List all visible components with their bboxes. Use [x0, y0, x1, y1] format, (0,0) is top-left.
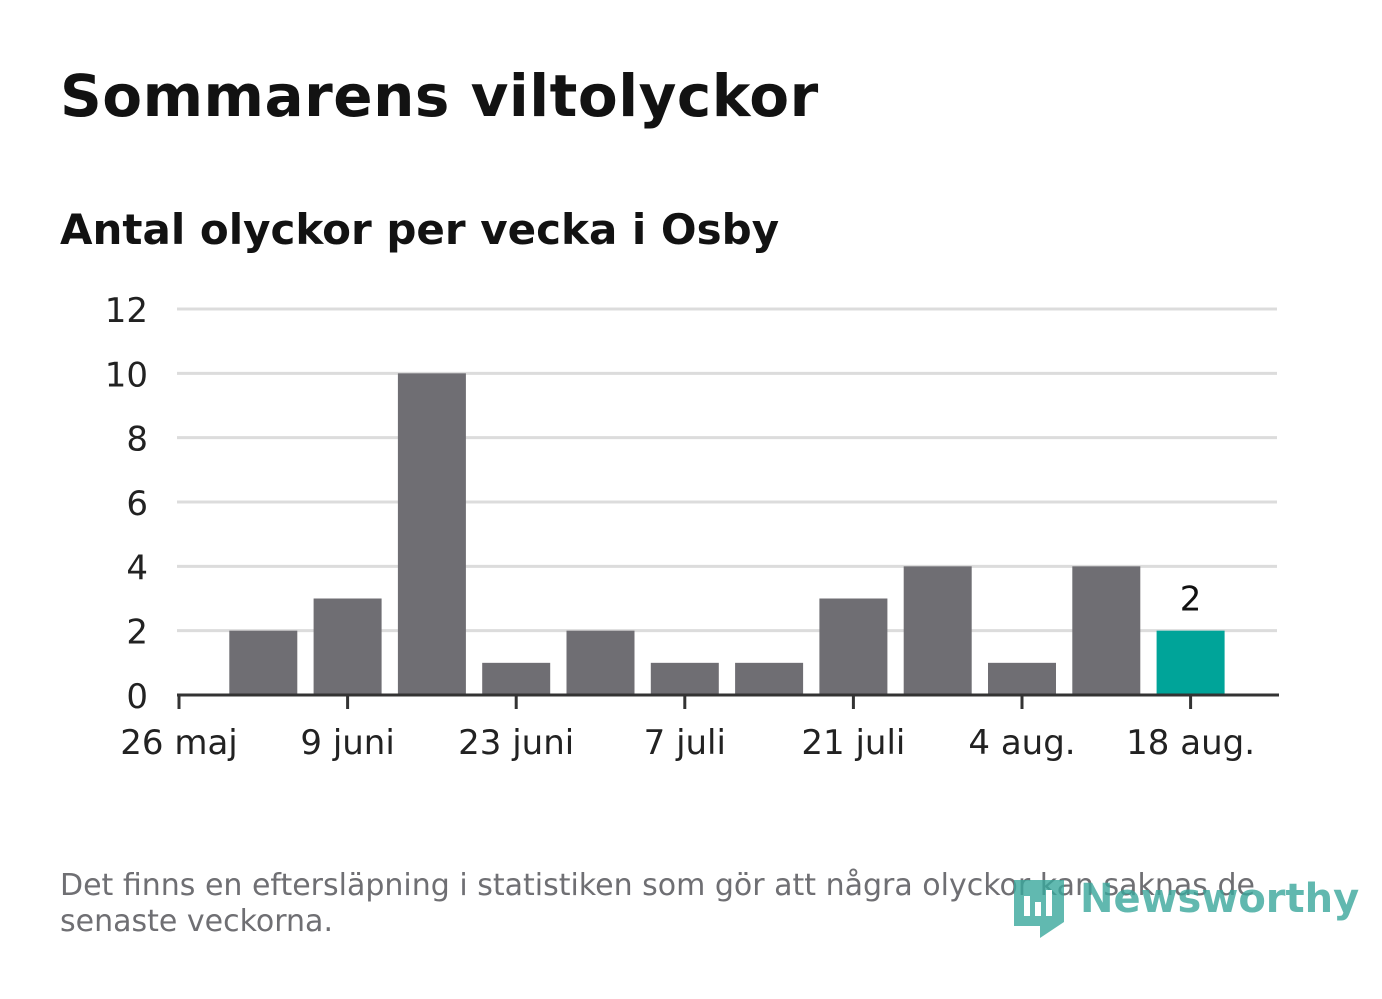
bar — [482, 662, 551, 695]
bar — [229, 630, 298, 695]
y-tick-label: 4 — [126, 548, 148, 588]
x-tick-label: 9 juni — [300, 723, 394, 763]
y-tick-label: 0 — [126, 677, 148, 717]
bar — [903, 566, 972, 695]
x-tick-label: 4 aug. — [968, 723, 1075, 763]
bar — [566, 630, 635, 695]
x-tick-label: 21 juli — [801, 723, 905, 763]
bars — [229, 373, 1225, 695]
data-label-highlighted: 2 — [1180, 580, 1202, 620]
data-labels: 2 — [1180, 580, 1202, 620]
bar — [313, 598, 382, 695]
chart-title: Sommarens viltolyckor — [60, 62, 819, 130]
newsworthy-logo-icon — [1014, 880, 1064, 938]
brand-name: Newsworthy — [1080, 876, 1360, 922]
bar — [650, 662, 719, 695]
bar — [735, 662, 804, 695]
x-tick-label: 7 juli — [644, 723, 726, 763]
bar-highlighted — [1156, 630, 1225, 695]
newsworthy-logo[interactable]: Newsworthy — [1010, 872, 1359, 942]
y-tick-label: 2 — [126, 613, 148, 653]
bar — [397, 373, 466, 695]
bar — [819, 598, 888, 695]
x-axis: 26 maj 9 juni 23 juni 7 juli 21 juli 4 aug. 18… — [120, 693, 1279, 763]
y-tick-label: 12 — [105, 291, 148, 331]
chart-subtitle: Antal olyckor per vecka i Osby — [60, 205, 780, 254]
y-tick-label: 8 — [126, 420, 148, 460]
x-tick-label: 26 maj — [120, 723, 237, 763]
x-tick-label: 18 aug. — [1126, 723, 1255, 763]
y-axis-ticks: 0 2 4 6 8 10 12 — [105, 291, 148, 717]
y-tick-label: 6 — [126, 484, 148, 524]
x-tick-label: 23 juni — [458, 723, 574, 763]
y-tick-label: 10 — [105, 355, 148, 395]
bar — [1072, 566, 1141, 695]
bar — [988, 662, 1056, 695]
